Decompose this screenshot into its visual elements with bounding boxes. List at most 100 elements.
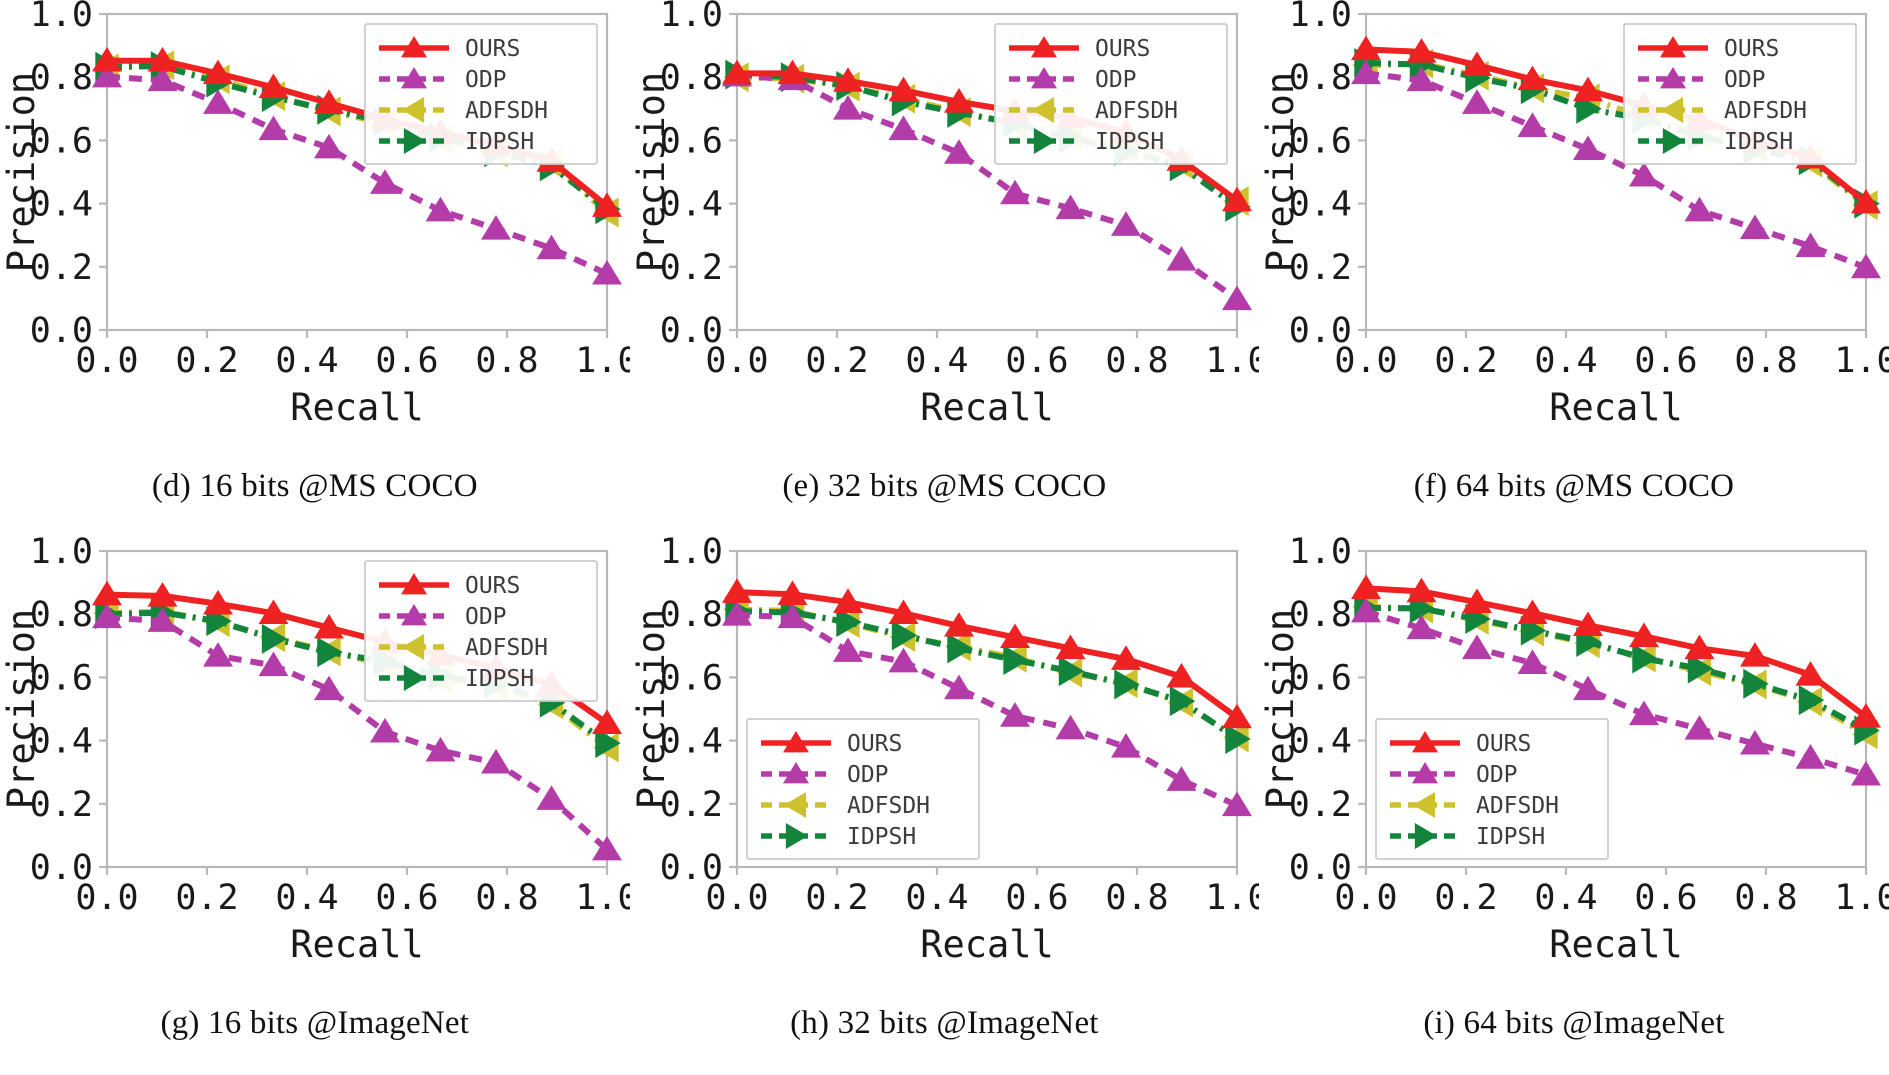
legend-label-adfsdh: ADFSDH	[465, 635, 548, 661]
data-point-marker	[1629, 622, 1660, 648]
y-tick-label: 0.2	[1289, 248, 1352, 288]
data-point-marker	[946, 633, 973, 664]
x-tick-label: 1.0	[1835, 341, 1889, 381]
x-tick-label: 0.8	[1735, 878, 1798, 918]
y-tick-label: 0.8	[30, 58, 93, 98]
legend-label-idpsh: IDPSH	[1095, 129, 1164, 155]
x-tick-label: 0.2	[175, 341, 238, 381]
data-point-marker	[1462, 51, 1493, 76]
series-odp	[721, 61, 1252, 311]
legend: OURS ODP ADFSDH IDPSH	[993, 23, 1228, 165]
subplot-d-plot-svg: 0.0 0.2 0.4 0.6 0.8 1.0 0.0 0.2 0.4 0.6 0.8 1.0 Reca…	[0, 0, 630, 429]
y-tick-label: 0.8	[659, 595, 722, 635]
data-point-marker	[147, 607, 178, 632]
subplot-f-caption: (f) 64 bits @MS COCO	[1413, 468, 1735, 504]
legend: OURS ODP ADFSDH IDPSH	[1623, 23, 1858, 165]
y-tick-label: 0.6	[659, 121, 722, 161]
legend-box	[364, 560, 598, 702]
series-ours	[1351, 574, 1882, 728]
subplot-i-caption: (i) 64 bits @ImageNet	[1423, 1005, 1725, 1041]
data-point-marker	[888, 76, 919, 102]
data-point-marker	[888, 599, 919, 625]
data-point-marker	[943, 88, 974, 113]
data-point-marker	[1406, 614, 1437, 640]
subplot-h-caption: (h) 32 bits @ImageNet	[790, 1005, 1099, 1041]
data-point-marker	[777, 603, 808, 629]
legend-marker-ours	[400, 573, 427, 595]
x-tick-label: 0.2	[805, 341, 868, 381]
data-point-marker	[369, 717, 400, 743]
data-point-marker	[480, 748, 511, 774]
legend-marker-ours	[1030, 36, 1057, 58]
x-tick-label: 0.4	[1535, 878, 1598, 918]
y-tick-label: 0.8	[30, 595, 93, 635]
legend-marker-odp	[1412, 762, 1439, 784]
y-tick-label: 0.2	[30, 248, 93, 288]
data-point-marker	[91, 603, 122, 629]
data-point-marker	[1462, 634, 1493, 660]
legend-label-adfsdh: ADFSDH	[1476, 793, 1559, 819]
y-tick-label: 0.4	[659, 185, 722, 225]
data-point-marker	[888, 115, 919, 141]
data-point-marker	[313, 613, 344, 639]
x-axis-label: Recall	[1549, 386, 1683, 429]
y-axis-label: Precision	[630, 609, 673, 809]
data-point-marker	[1517, 649, 1548, 674]
data-point-marker	[258, 651, 289, 677]
legend-marker-ours	[400, 36, 427, 58]
x-tick-label: 0.2	[1435, 341, 1498, 381]
data-point-marker	[202, 642, 233, 667]
x-tick-label: 0.8	[475, 878, 538, 918]
data-point-marker	[1517, 112, 1548, 137]
legend: OURS ODP ADFSDH IDPSH	[364, 560, 598, 702]
subplot-g-plot-svg: 0.0 0.2 0.4 0.6 0.8 1.0 0.0 0.2 0.4 0.6 0.8 1.0 Reca…	[0, 537, 630, 966]
legend-marker-idpsh	[1663, 128, 1686, 155]
legend-marker-idpsh	[403, 128, 426, 155]
data-point-marker	[1576, 93, 1602, 124]
data-point-marker	[1224, 724, 1251, 755]
legend: OURS ODP ADFSDH IDPSH	[364, 23, 598, 165]
data-point-marker	[1110, 645, 1141, 670]
x-tick-label: 0.0	[1335, 878, 1398, 918]
data-point-marker	[832, 588, 863, 613]
y-tick-label: 0.2	[1289, 785, 1352, 825]
data-point-marker	[1055, 714, 1086, 740]
x-tick-label: 0.0	[75, 878, 138, 918]
data-point-marker	[891, 620, 917, 651]
x-tick-label: 0.6	[375, 341, 438, 381]
data-point-marker	[317, 637, 343, 668]
data-point-marker	[1851, 188, 1882, 214]
legend-marker-adfsdh	[402, 634, 425, 661]
legend-marker-adfsdh	[1661, 97, 1684, 124]
x-tick-label: 0.0	[705, 878, 768, 918]
y-axis-label: Precision	[630, 72, 673, 272]
data-point-marker	[1166, 246, 1197, 271]
data-point-marker	[313, 133, 344, 159]
data-point-marker	[202, 89, 233, 114]
legend-marker-ours	[1660, 36, 1687, 58]
legend-marker-odp	[782, 762, 809, 784]
data-point-marker	[1406, 577, 1437, 603]
x-tick-label: 0.4	[1535, 341, 1598, 381]
y-tick-label: 1.0	[1289, 0, 1352, 35]
y-tick-label: 0.4	[30, 185, 93, 225]
x-tick-label: 1.0	[1835, 878, 1889, 918]
y-axis-label: Precision	[0, 72, 43, 272]
subplot-i-plot-svg: 0.0 0.2 0.4 0.6 0.8 1.0 0.0 0.2 0.4 0.6 0.8 1.0 Reca…	[1259, 537, 1889, 966]
data-point-marker	[1740, 214, 1771, 240]
x-tick-label: 0.6	[1005, 878, 1068, 918]
subplot-d: 0.0 0.2 0.4 0.6 0.8 1.0 0.0 0.2 0.4 0.6 0.8 1.0 Reca…	[0, 0, 630, 537]
legend-label-adfsdh: ADFSDH	[1095, 98, 1178, 124]
subplot-d-plot: 0.0 0.2 0.4 0.6 0.8 1.0 0.0 0.2 0.4 0.6 0.8 1.0 Reca…	[0, 0, 630, 470]
data-point-marker	[536, 234, 567, 260]
x-tick-label: 0.6	[1005, 341, 1068, 381]
y-tick-label: 0.8	[659, 58, 722, 98]
subplot-e-plot: 0.0 0.2 0.4 0.6 0.8 1.0 0.0 0.2 0.4 0.6 0.8 1.0 Reca…	[630, 0, 1260, 470]
data-point-marker	[832, 95, 863, 120]
legend-marker-ours	[1412, 731, 1439, 753]
data-point-marker	[1351, 574, 1382, 600]
y-tick-label: 0.0	[1289, 311, 1352, 351]
subplot-g-caption: (g) 16 bits @ImageNet	[160, 1005, 470, 1041]
x-tick-label: 0.2	[805, 878, 868, 918]
